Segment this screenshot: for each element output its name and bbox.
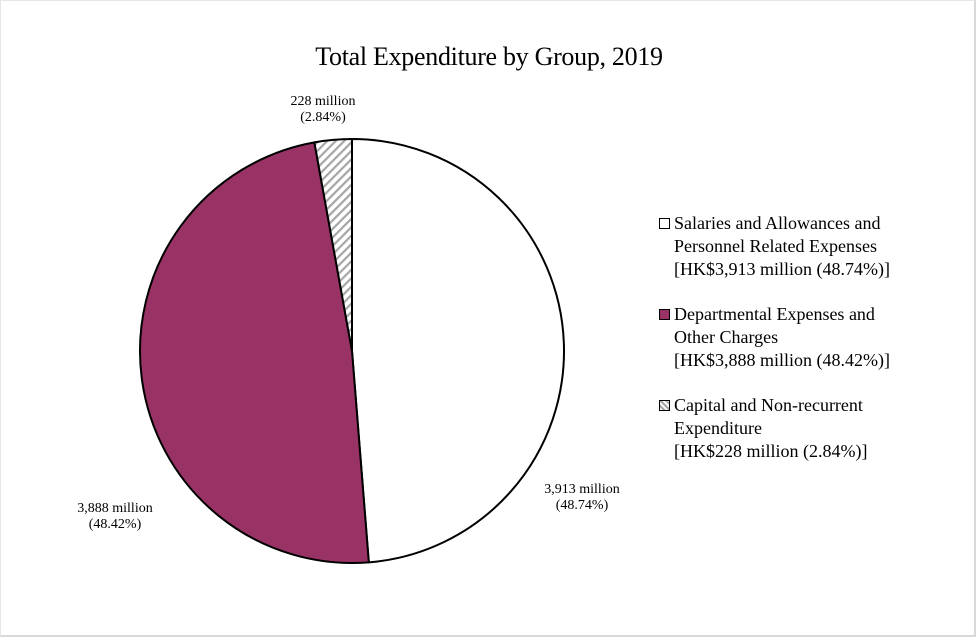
legend-text: [HK$3,913 million (48.74%)] bbox=[674, 259, 890, 279]
data-label: 228 million (2.84%) bbox=[263, 94, 383, 126]
pie-slice-departmental bbox=[139, 141, 370, 564]
legend-swatch-capital bbox=[659, 400, 670, 411]
legend-text: Personnel Related Expenses bbox=[674, 236, 877, 256]
data-label-text: 3,888 million bbox=[77, 501, 153, 516]
legend-text: Other Charges bbox=[674, 327, 779, 347]
data-label-text: 228 million bbox=[290, 94, 356, 109]
data-label-text: 3,913 million bbox=[544, 482, 620, 497]
legend-text: Salaries and Allowances and bbox=[674, 213, 881, 233]
data-label-text: (48.74%) bbox=[555, 498, 609, 513]
legend-text: Capital and Non-recurrent bbox=[674, 395, 863, 415]
legend: Salaries and Allowances and Personnel Re… bbox=[659, 212, 959, 485]
legend-item-departmental: Departmental Expenses and Other Charges … bbox=[659, 303, 959, 372]
pie-slice-capital bbox=[313, 138, 353, 352]
legend-text: [HK$3,888 million (48.42%)] bbox=[674, 350, 890, 370]
legend-item-salaries: Salaries and Allowances and Personnel Re… bbox=[659, 212, 959, 281]
legend-text: [HK$228 million (2.84%)] bbox=[674, 441, 868, 461]
chart-title: Total Expenditure by Group, 2019 bbox=[315, 42, 663, 71]
legend-text: Expenditure bbox=[674, 418, 762, 438]
legend-swatch-salaries bbox=[659, 218, 670, 229]
data-label-text: (48.42%) bbox=[88, 517, 142, 532]
legend-text: Departmental Expenses and bbox=[674, 304, 875, 324]
legend-item-capital: Capital and Non-recurrent Expenditure [H… bbox=[659, 394, 959, 463]
legend-swatch-departmental bbox=[659, 309, 670, 320]
data-label-text: (2.84%) bbox=[300, 110, 346, 125]
data-label: 3,913 million (48.74%) bbox=[522, 482, 642, 514]
data-label: 3,888 million (48.42%) bbox=[55, 501, 175, 533]
pie-slice-salaries bbox=[351, 138, 565, 564]
